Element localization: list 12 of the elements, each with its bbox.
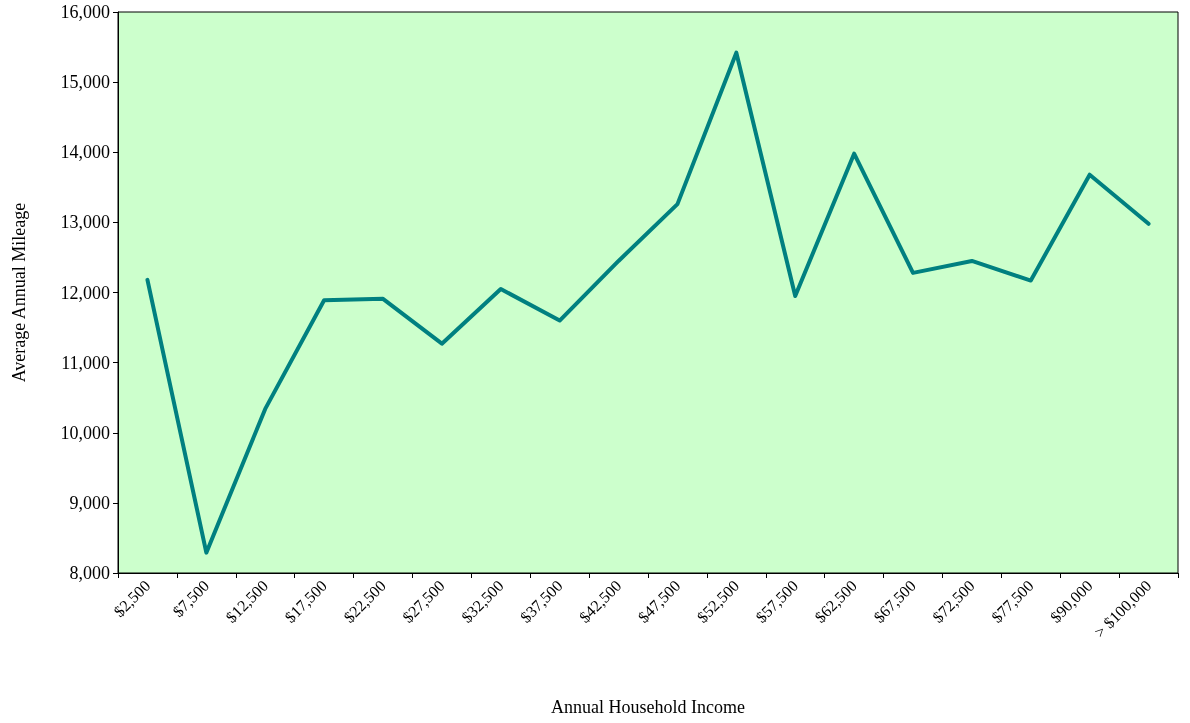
y-tick-label: 10,000 — [60, 422, 110, 443]
line-series — [145, 50, 1151, 555]
y-tick-label: 15,000 — [60, 72, 110, 93]
y-tick-label: 12,000 — [60, 282, 110, 303]
y-tick-label: 16,000 — [60, 2, 110, 22]
y-tick-label: 8,000 — [69, 563, 110, 583]
y-tick-label: 13,000 — [60, 212, 110, 233]
x-axis-title: Annual Household Income — [551, 697, 745, 717]
y-tick-label: 11,000 — [61, 352, 110, 373]
y-tick-label: 9,000 — [69, 492, 110, 513]
y-axis-title: Average Annual Mileage — [9, 202, 29, 383]
y-tick-label: 14,000 — [60, 142, 110, 163]
